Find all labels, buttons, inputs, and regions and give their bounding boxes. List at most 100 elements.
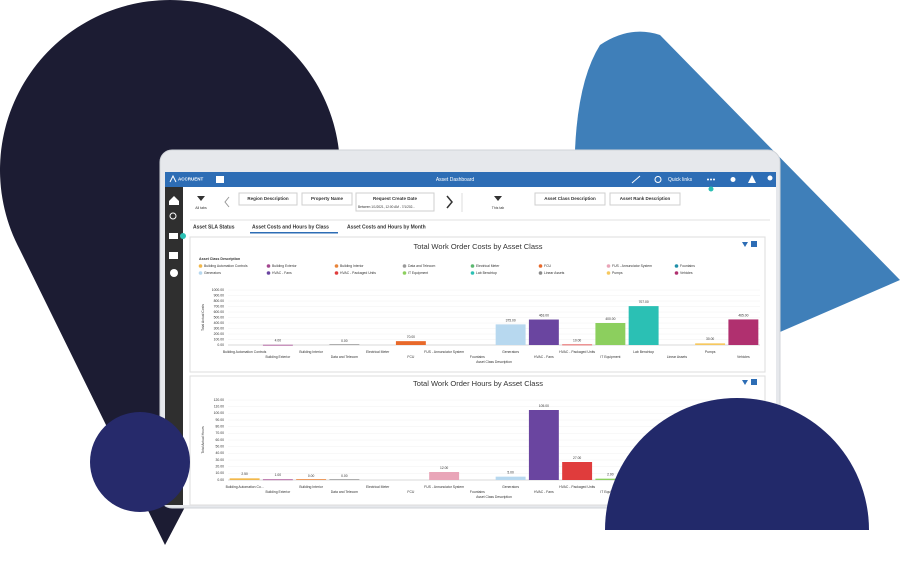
bar[interactable] [728,319,759,345]
x-tick-label: Building Exterior [266,355,292,359]
bar[interactable] [395,341,426,345]
value-label: 5.00 [507,471,514,475]
filter-chip[interactable] [238,192,298,206]
quick-links[interactable]: Quick links [668,177,693,183]
tab[interactable]: Asset Costs and Hours by Month [347,224,426,230]
legend-swatch [470,271,475,275]
bell-icon[interactable] [748,175,756,183]
y-tick-label: 500.00 [214,315,224,319]
badge [708,186,714,192]
app-bar-icons [216,175,773,184]
filter-icon[interactable] [742,380,748,385]
legend-label[interactable]: Data and Telecom [408,264,435,268]
x-tick-label: Generators [502,485,519,489]
share-icon[interactable] [730,177,736,182]
user-icon[interactable] [767,175,773,181]
legend-label[interactable]: HVAC - Fans [272,271,292,275]
save-icon[interactable] [216,176,224,183]
bar[interactable] [329,344,360,345]
legend-label[interactable]: Lab Benchtop [476,271,497,275]
bar[interactable] [628,306,659,345]
legend-label[interactable]: Fountains [680,264,695,268]
value-label: 400.00 [605,317,615,321]
search-icon[interactable] [169,212,177,220]
x-axis-label: Asset Class Description [476,495,512,499]
filter-chip[interactable] [355,192,435,212]
bar[interactable] [229,478,260,480]
bar[interactable] [495,324,526,345]
bar[interactable] [262,479,293,481]
app-title[interactable]: Asset Dashboard [436,177,475,183]
scope-filter-icon [197,196,205,201]
bar[interactable] [528,319,559,345]
legend-swatch [266,271,271,275]
bar[interactable] [562,462,593,480]
x-tick-label: Vehicles [737,355,750,359]
bar[interactable] [262,344,293,346]
prev-arrow[interactable] [224,196,230,208]
legend-label[interactable]: Pumps [612,271,623,275]
legend-label[interactable]: Electrical Meter [476,264,500,268]
legend-swatch [402,271,407,275]
legend-label[interactable]: FUS - Annunciator System [612,264,652,268]
bar[interactable] [429,472,460,480]
legend-label[interactable]: Vehicles [680,271,693,275]
value-label: 707.00 [639,300,649,304]
filter-icon[interactable] [742,242,748,247]
legend-swatch [606,271,611,275]
value-label: 2.50 [241,472,248,476]
x-tick-label: Fountains [470,355,485,359]
bar[interactable] [562,344,593,346]
legend-swatch [538,271,543,275]
filter-chip[interactable] [609,192,681,206]
tab-bar: Asset SLA Status Asset Costs and Hours by… [193,224,426,234]
bar[interactable] [329,479,360,480]
bar[interactable] [296,479,327,480]
x-tick-label: Electrical Meter [366,350,390,354]
active-tab-underline [250,232,338,234]
briefcase-icon[interactable] [169,252,178,259]
home-icon[interactable] [169,196,179,205]
legend-swatch [334,264,339,268]
y-tick-label: 100.00 [214,337,224,341]
filter-chip[interactable] [534,192,606,206]
tab[interactable]: Asset Costs and Hours by Class [252,224,329,230]
legend-label[interactable]: HVAC - Packaged Units [340,271,376,275]
bar[interactable] [595,478,626,480]
folder-icon[interactable] [169,233,178,239]
compass-icon[interactable] [170,269,178,277]
link-icon[interactable] [654,176,662,183]
legend-label[interactable]: FCU [544,264,552,268]
y-tick-label: 0.00 [217,478,224,482]
legend-label[interactable]: Generators [204,271,221,275]
chart-panel [189,236,766,373]
tab[interactable]: Asset SLA Status [193,224,235,230]
bar[interactable] [528,410,559,480]
x-tick-label: Building Interior [299,350,323,354]
filter-chip[interactable] [301,192,353,206]
x-tick-label: Fountains [470,490,485,494]
legend-title: Asset Class Description [199,257,240,261]
legend-label[interactable]: IT Equipment [408,271,428,275]
legend-swatch [198,264,203,268]
legend-label[interactable]: Building Exterior [272,264,298,268]
legend-label[interactable]: Building Interior [340,264,364,268]
y-tick-label: 0.00 [217,343,224,347]
y-tick-label: 20.00 [216,465,225,469]
export-icon[interactable] [751,379,757,385]
next-arrow[interactable] [446,195,453,209]
value-label: 27.00 [573,456,581,460]
bar[interactable] [495,476,526,480]
legend-swatch [538,264,543,268]
y-tick-label: 1000.00 [212,288,224,292]
expand-icon[interactable] [631,175,641,184]
bar[interactable] [695,343,726,345]
value-label: 0.00 [341,474,348,478]
legend-label[interactable]: Linear Assets [544,271,565,275]
export-icon[interactable] [751,241,757,247]
brand: ACCRUENT [178,177,204,182]
bar[interactable] [595,323,626,345]
legend-label[interactable]: Building Automation Controls [204,264,248,268]
y-tick-label: 10.00 [216,471,225,475]
x-tick-label: HVAC - Packaged Units [559,485,595,489]
